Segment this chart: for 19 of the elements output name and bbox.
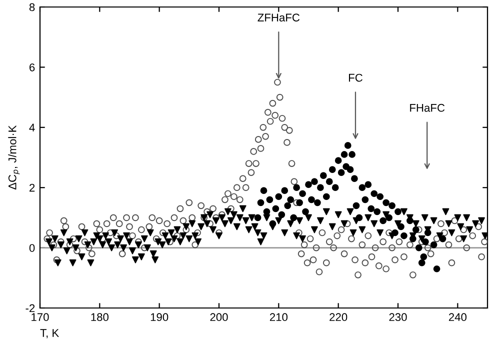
y-axis-title: ΔC$_{p}$, J/mol·K xyxy=(8,125,20,190)
y-tick-label: 6 xyxy=(30,63,35,72)
x-tick-label: 180 xyxy=(91,313,108,322)
x-tick-label: 170 xyxy=(32,313,49,322)
x-tick-label: 230 xyxy=(389,313,407,322)
annotation: ZFHaFC xyxy=(258,14,300,22)
y-tick-label: 8 xyxy=(29,3,35,12)
y-tick-label: 2 xyxy=(30,184,35,192)
x-tick-label: 200 xyxy=(210,313,228,322)
y-tick-label: -2 xyxy=(26,304,35,312)
x-tick-label: 190 xyxy=(150,313,168,322)
y-tick-label: 0 xyxy=(29,244,35,252)
annotation: FHaFC xyxy=(410,104,445,112)
y-tick-label: 4 xyxy=(29,124,35,132)
x-tick-label: 210 xyxy=(270,313,288,322)
annotation: FC xyxy=(348,74,362,82)
x-tick-label: 220 xyxy=(330,313,348,322)
x-tick-label: 240 xyxy=(448,313,466,322)
x-axis-title: T, K xyxy=(40,329,60,338)
